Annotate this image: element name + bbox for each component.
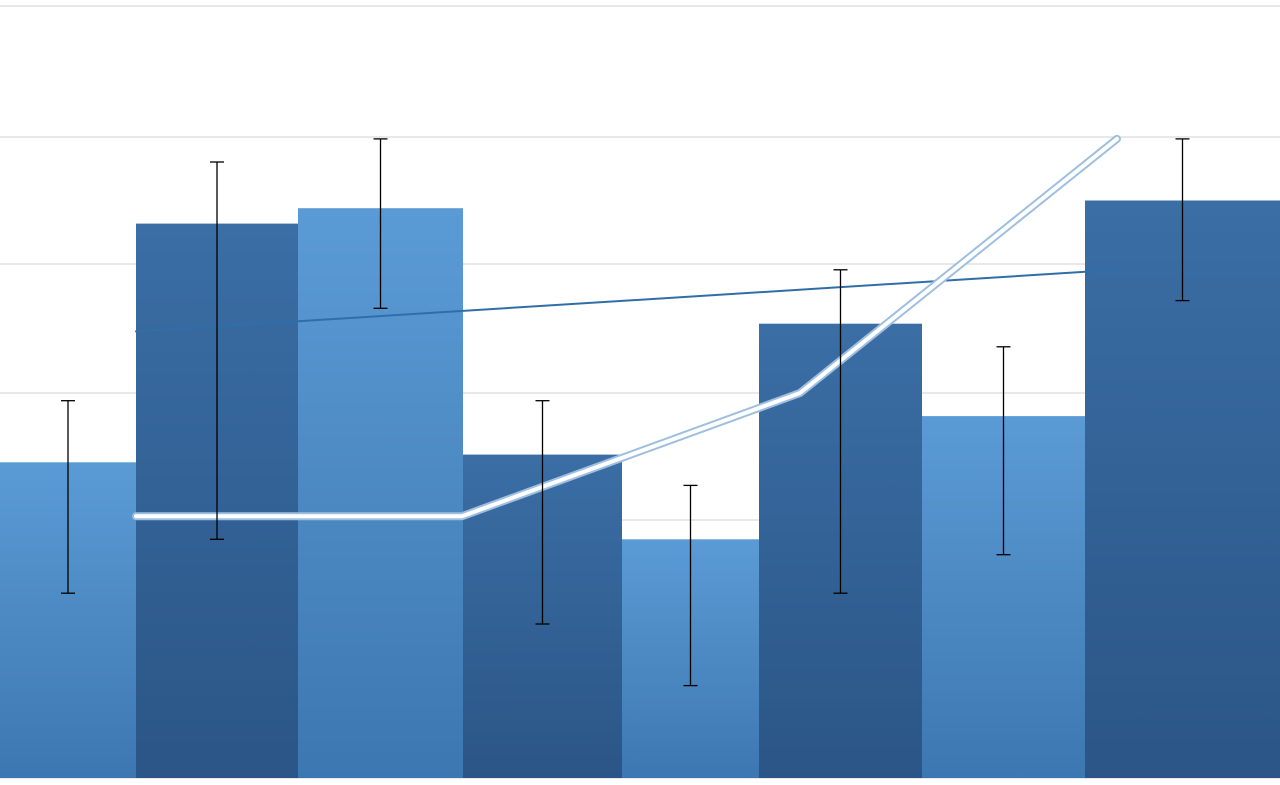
chart-container	[0, 0, 1280, 785]
combined-bar-line-chart	[0, 0, 1280, 785]
